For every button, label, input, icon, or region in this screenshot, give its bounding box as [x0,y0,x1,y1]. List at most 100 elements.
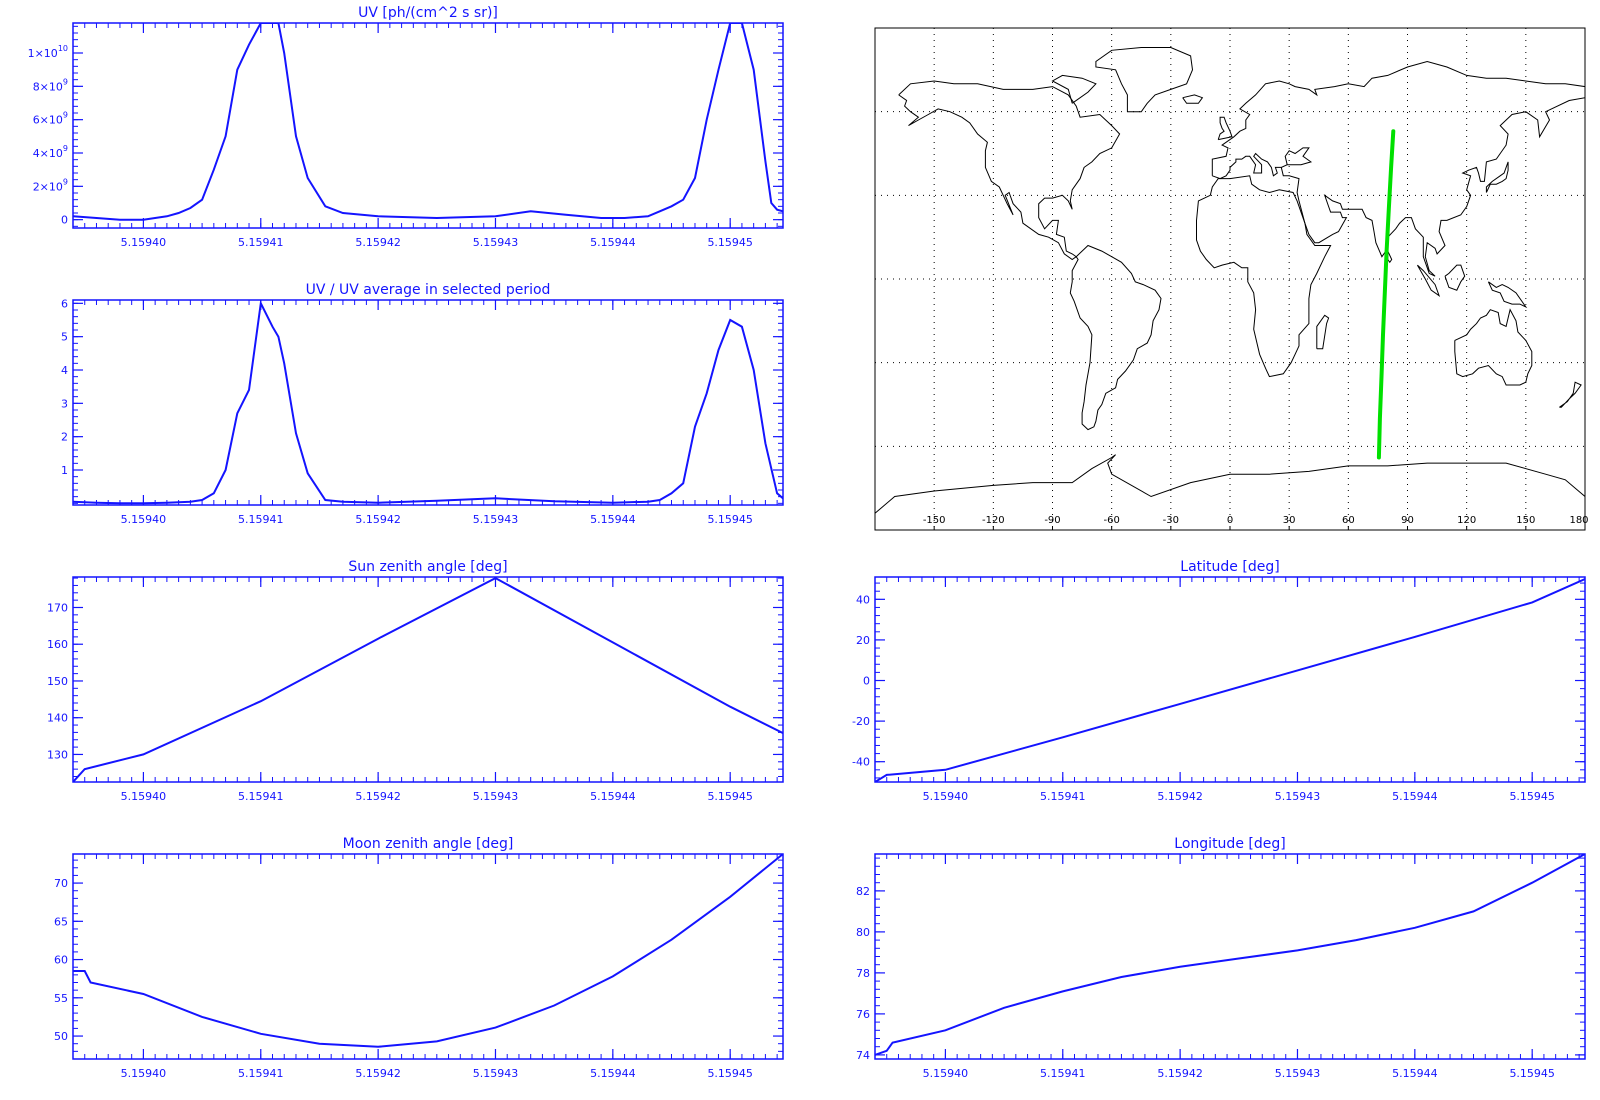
y-tick-label: 170 [47,601,68,614]
y-tick-label: 60 [54,954,68,967]
x-tick-label: 5.15943 [473,513,519,526]
y-tick-label: 6×109 [33,111,68,127]
x-tick-label: 5.15942 [355,236,401,249]
chart-panel-mza: Moon zenith angle [deg] 5.15940 5.15941 5.1… [54,836,784,1080]
map-lon-label: 90 [1401,515,1414,526]
y-tick-label: 0 [863,675,870,688]
x-tick-label: 5.15945 [707,790,753,803]
plot-frame [874,853,1586,1060]
y-tick-label: 55 [54,992,68,1005]
chart-panel-lat: Latitude [deg] 5.15940 5.15941 5.15942 5.159… [852,559,1586,803]
chart-panel-uvratio: UV / UV average in selected period 5.1594… [61,282,784,526]
y-tick-label: 5 [61,331,68,344]
y-tick-exponent: 9 [63,111,68,120]
x-tick-label: 5.15941 [1040,790,1086,803]
x-tick-label: 5.15945 [707,513,753,526]
x-tick-label: 5.15943 [473,236,519,249]
x-tick-label: 5.15944 [1392,1067,1438,1080]
y-tick-label: 8×109 [33,77,68,93]
y-tick-base: 4×10 [33,147,63,160]
landmass-new-zealand [1559,381,1582,408]
y-tick-label: 65 [54,915,68,928]
y-tick-exponent: 9 [63,177,68,186]
landmass-sumatra [1416,264,1441,298]
x-tick-label: 5.15942 [1157,1067,1203,1080]
y-tick-exponent: 9 [63,77,68,86]
y-tick-base: 6×10 [33,114,63,127]
y-tick-label: 140 [47,712,68,725]
y-tick-label: 70 [54,877,68,890]
x-tick-label: 5.15944 [590,236,636,249]
x-tick-label: 5.15945 [707,1067,753,1080]
landmass-antarctica [874,454,1586,514]
x-tick-label: 5.15940 [121,513,167,526]
chart-panel-lon: Longitude [deg] 5.15940 5.15941 5.15942 5.15… [856,836,1586,1080]
y-tick-base: 8×10 [33,80,63,93]
plot-frame [72,299,784,506]
chart-title: UV / UV average in selected period [306,282,551,298]
y-tick-base: 0 [61,214,68,227]
y-tick-label: 130 [47,748,68,761]
landmass-iceland [1182,94,1204,104]
map-lon-label: 180 [1569,515,1588,526]
x-tick-label: 5.15943 [1275,1067,1321,1080]
y-tick-label: 0 [61,214,68,227]
world-map-panel: -150 -120 -90 -60 -30 0 30 60 90 120 150 180 [874,27,1589,531]
y-tick-label: 40 [856,593,870,606]
map-graticule [875,28,1585,530]
plot-frame [72,22,784,229]
y-tick-label: 4 [61,364,68,377]
map-lon-label: 60 [1342,515,1355,526]
map-lon-label: 30 [1283,515,1296,526]
y-tick-label: 78 [856,967,870,980]
plot-frame [874,576,1586,783]
x-tick-label: 5.15944 [590,513,636,526]
y-tick-exponent: 9 [63,144,68,153]
map-lon-label: -90 [1044,515,1060,526]
y-tick-label: 2×109 [33,177,68,193]
x-tick-label: 5.15944 [590,790,636,803]
x-tick-label: 5.15940 [923,1067,969,1080]
x-tick-label: 5.15941 [238,513,284,526]
series-line-sza [73,577,783,782]
y-tick-label: 4×109 [33,144,68,160]
y-tick-label: 74 [856,1049,870,1062]
x-tick-label: 5.15942 [355,513,401,526]
series-line-uvratio [73,300,783,505]
landmass-japan [1485,161,1509,193]
map-coastlines [874,47,1586,514]
track-line [1376,129,1396,460]
y-tick-label: 1 [61,464,68,477]
y-tick-label: 50 [54,1030,68,1043]
map-lon-label: -30 [1163,515,1179,526]
x-tick-label: 5.15943 [473,790,519,803]
x-tick-label: 5.15942 [355,790,401,803]
x-tick-label: 5.15945 [1509,1067,1555,1080]
map-lon-label: -150 [923,515,946,526]
series-line-mza [73,854,783,1048]
x-tick-label: 5.15944 [1392,790,1438,803]
y-tick-label: 150 [47,675,68,688]
chart-title: Moon zenith angle [deg] [343,836,514,852]
y-tick-label: 76 [856,1008,870,1021]
map-longitude-ticks: -150 -120 -90 -60 -30 0 30 60 90 120 150 180 [923,515,1589,530]
y-tick-base: 2×10 [33,180,63,193]
x-tick-label: 5.15941 [1040,1067,1086,1080]
series-line-lon [875,854,1585,1056]
chart-title: Longitude [deg] [1174,836,1285,852]
y-tick-label: -40 [852,756,870,769]
map-lon-label: -120 [982,515,1005,526]
x-tick-label: 5.15945 [707,236,753,249]
y-tick-exponent: 10 [58,44,68,53]
x-tick-label: 5.15940 [121,1067,167,1080]
map-lon-label: 0 [1227,515,1233,526]
landmass-north-america [898,80,1121,261]
chart-panel-uv: UV [ph/(cm^2 s sr)] 5.15940 5.15941 5.15942… [28,5,784,249]
y-tick-label: 2 [61,431,68,444]
plot-frame [72,576,784,783]
landmass-borneo [1444,264,1466,291]
x-tick-label: 5.15941 [238,236,284,249]
y-tick-label: 3 [61,397,68,410]
chart-panel-sza: Sun zenith angle [deg] 5.15940 5.15941 5.15… [47,559,784,803]
chart-title: Sun zenith angle [deg] [348,559,507,575]
